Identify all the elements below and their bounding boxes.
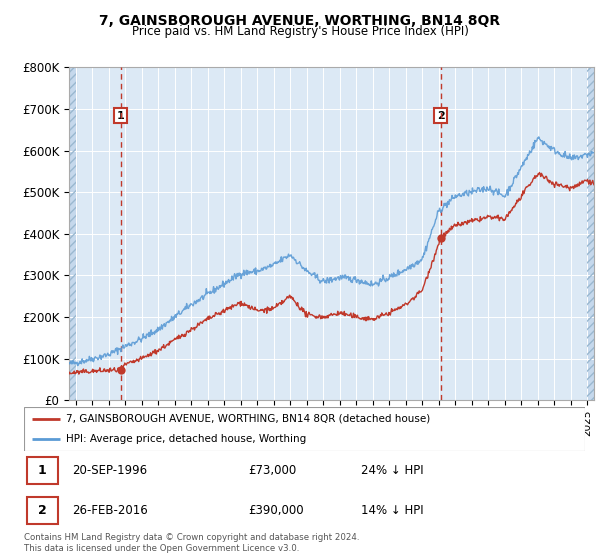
Bar [69,67,76,400]
Text: £390,000: £390,000 [248,504,304,517]
Text: HPI: Average price, detached house, Worthing: HPI: Average price, detached house, Wort… [66,434,307,444]
Text: 1: 1 [38,464,47,477]
Text: 1: 1 [116,110,124,120]
Text: 14% ↓ HPI: 14% ↓ HPI [361,504,423,517]
Text: £73,000: £73,000 [248,464,296,477]
Text: 20-SEP-1996: 20-SEP-1996 [71,464,147,477]
Text: 7, GAINSBOROUGH AVENUE, WORTHING, BN14 8QR: 7, GAINSBOROUGH AVENUE, WORTHING, BN14 8… [100,14,500,28]
Text: Price paid vs. HM Land Registry's House Price Index (HPI): Price paid vs. HM Land Registry's House … [131,25,469,38]
Text: 26-FEB-2016: 26-FEB-2016 [71,504,148,517]
Text: 2: 2 [38,504,47,517]
Text: Contains HM Land Registry data © Crown copyright and database right 2024.
This d: Contains HM Land Registry data © Crown c… [24,533,359,553]
Bar [27,497,58,524]
Bar [27,456,58,484]
Bar [587,67,594,400]
Bar [587,67,594,400]
Text: 2: 2 [437,110,445,120]
Text: 7, GAINSBOROUGH AVENUE, WORTHING, BN14 8QR (detached house): 7, GAINSBOROUGH AVENUE, WORTHING, BN14 8… [66,414,430,424]
Bar [69,67,76,400]
Text: 24% ↓ HPI: 24% ↓ HPI [361,464,423,477]
